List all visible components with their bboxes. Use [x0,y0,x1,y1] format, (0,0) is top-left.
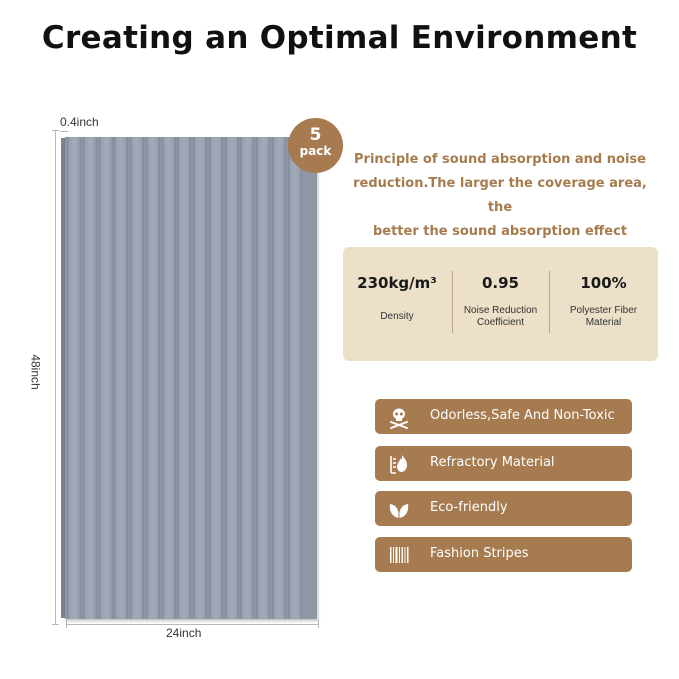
leaf-icon [389,504,409,518]
feature-label: Eco-friendly [430,500,508,515]
skull-crossbones-icon [390,408,408,429]
panel-stripe [177,137,192,619]
panel-stripe [240,137,255,619]
feature-label: Fashion Stripes [430,546,529,561]
stat-value: 100% [580,274,627,292]
thickness-guide-line [60,131,68,132]
panel-stripe [98,137,113,619]
height-guide-tick-top [52,130,59,131]
principle-line-3: better the sound absorption effect [372,224,628,239]
stat-noise-reduction: 0.95 Noise Reduction Coefficient [453,247,548,361]
principle-text: Principle of sound absorption and noise … [344,148,656,244]
stat-label: Noise Reduction Coefficient [453,305,548,329]
height-guide-line [55,130,56,624]
principle-line-2: reduction.The larger the coverage area, … [353,176,647,215]
panel-stripe [193,137,207,619]
panel-stripe [256,137,270,619]
fire-resistant-icon [390,455,407,474]
panel-stripe [287,137,302,619]
stat-label: Density [343,311,451,323]
panel-stripe [114,137,129,619]
panel-stripe [82,137,97,619]
panel-side-edge [61,138,66,618]
feature-fashion-stripes: Fashion Stripes [375,537,632,572]
stat-label-line: Material [585,317,622,328]
panel-stripe [67,137,81,619]
pack-unit: pack [299,144,332,158]
pack-badge: 5 pack [288,118,343,173]
feature-label: Odorless,Safe And Non-Toxic [430,408,615,423]
stripes-icon [390,547,409,563]
stat-label-line: Noise Reduction [463,305,538,316]
principle-line-1: Principle of sound absorption and noise [354,152,646,167]
feature-non-toxic: Odorless,Safe And Non-Toxic [375,399,632,434]
stat-label-line: Density [380,311,414,322]
pack-count: 5 [309,125,322,145]
width-guide-line [66,624,318,625]
width-label: 24inch [166,626,202,640]
stat-divider [452,271,453,333]
feature-refractory: Refractory Material [375,446,632,481]
panel-stripe [224,137,239,619]
height-guide-tick-bottom [52,624,59,625]
stat-density: 230kg/m³ Density [343,247,451,361]
thickness-label: 0.4inch [60,115,99,129]
width-guide-tick-left [66,620,67,628]
stat-value: 0.95 [481,274,519,292]
stat-label-line: Polyester Fiber [569,305,638,316]
panel-stripe [145,137,160,619]
panel-stripe [271,137,286,619]
stat-label-line: Coefficient [476,317,525,328]
width-guide-tick-right [318,620,319,628]
feature-label: Refractory Material [430,455,555,470]
stats-box: 230kg/m³ Density 0.95 Noise Reduction Co… [343,247,658,361]
panel-stripe [161,137,176,619]
stat-value: 230kg/m³ [357,274,437,292]
stat-material: 100% Polyester Fiber Material [550,247,657,361]
stat-label: Polyester Fiber Material [550,305,657,329]
feature-eco-friendly: Eco-friendly [375,491,632,526]
panel-stripe [130,137,144,619]
height-label: 48inch [28,354,43,390]
acoustic-panel-image [65,137,317,619]
page-title: Creating an Optimal Environment [41,20,638,56]
panel-stripe [208,137,223,619]
stat-divider [549,271,550,333]
